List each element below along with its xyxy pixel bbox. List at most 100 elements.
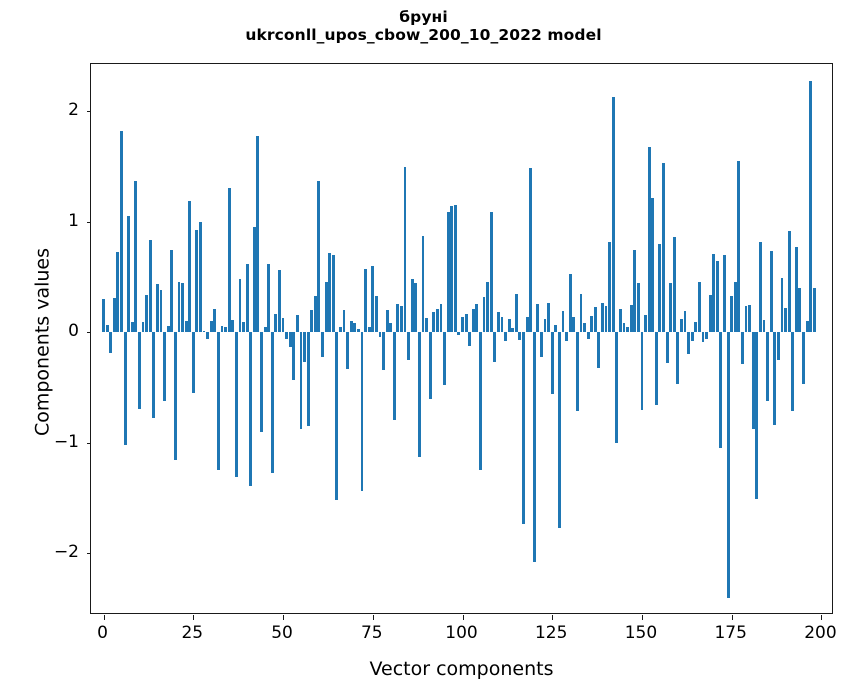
bar bbox=[629, 304, 633, 333]
bar bbox=[303, 332, 306, 363]
bar bbox=[676, 332, 680, 385]
bar bbox=[579, 293, 583, 333]
bar bbox=[482, 296, 486, 333]
bar bbox=[475, 303, 479, 333]
bar bbox=[292, 332, 296, 380]
bar bbox=[206, 332, 210, 339]
bar bbox=[152, 332, 156, 419]
bar bbox=[435, 309, 439, 333]
bar bbox=[726, 332, 730, 599]
bar bbox=[787, 230, 791, 333]
bar bbox=[446, 211, 450, 333]
bar bbox=[425, 317, 429, 333]
bar bbox=[744, 305, 748, 333]
bar bbox=[615, 332, 619, 443]
bar bbox=[611, 97, 615, 333]
bar bbox=[812, 288, 816, 333]
bar bbox=[263, 326, 267, 333]
bar bbox=[776, 332, 780, 360]
bar bbox=[784, 308, 787, 333]
bar bbox=[809, 80, 813, 333]
x-tick-mark bbox=[641, 615, 643, 620]
bar bbox=[493, 332, 497, 363]
bar bbox=[130, 322, 134, 333]
bar bbox=[769, 250, 773, 333]
bar bbox=[328, 252, 332, 333]
bar bbox=[120, 131, 123, 333]
bar bbox=[421, 236, 425, 333]
bar bbox=[371, 266, 375, 333]
bar bbox=[270, 332, 274, 473]
bar bbox=[737, 161, 741, 333]
bar bbox=[310, 310, 314, 333]
bar bbox=[453, 205, 457, 333]
bars-container bbox=[91, 64, 832, 613]
bar bbox=[593, 306, 597, 333]
bar bbox=[163, 332, 166, 401]
x-tick-label: 50 bbox=[271, 623, 293, 643]
bar bbox=[511, 327, 515, 333]
bar bbox=[410, 279, 414, 333]
x-tick-mark bbox=[283, 615, 285, 620]
bar bbox=[572, 316, 576, 333]
bar bbox=[525, 316, 529, 333]
bar bbox=[715, 260, 719, 333]
bar bbox=[382, 332, 385, 370]
bar bbox=[260, 332, 263, 432]
bar bbox=[694, 322, 698, 333]
bar bbox=[496, 312, 500, 333]
bar bbox=[428, 332, 432, 399]
bar bbox=[554, 324, 558, 333]
bar bbox=[712, 253, 716, 333]
bar bbox=[697, 281, 701, 333]
bar bbox=[374, 295, 378, 333]
bar bbox=[378, 332, 382, 337]
bar bbox=[317, 181, 321, 333]
bar bbox=[802, 332, 805, 385]
bar bbox=[199, 221, 202, 333]
bar bbox=[116, 251, 120, 333]
bar bbox=[680, 319, 683, 333]
bar bbox=[324, 281, 328, 333]
bar bbox=[557, 332, 561, 528]
bar bbox=[468, 332, 472, 346]
bar bbox=[672, 237, 676, 333]
bar bbox=[471, 309, 475, 333]
bar bbox=[313, 295, 317, 333]
bar bbox=[561, 311, 565, 333]
bar bbox=[191, 332, 195, 394]
bar bbox=[331, 255, 335, 333]
bar bbox=[306, 332, 310, 427]
bar bbox=[148, 239, 152, 333]
bar bbox=[457, 332, 461, 335]
bar bbox=[209, 321, 213, 333]
bar bbox=[127, 216, 131, 333]
bar bbox=[360, 332, 364, 492]
bar bbox=[773, 332, 777, 426]
bar bbox=[367, 326, 371, 333]
bar bbox=[238, 279, 242, 333]
bar bbox=[181, 282, 184, 333]
x-tick-mark bbox=[552, 615, 554, 620]
bar bbox=[730, 295, 734, 333]
bar bbox=[439, 303, 443, 333]
bar bbox=[658, 243, 662, 333]
bar bbox=[299, 332, 303, 430]
y-tick-mark bbox=[86, 332, 91, 334]
bar bbox=[618, 309, 622, 333]
chart-title-line2: ukrconll_upos_cbow_200_10_2022 model bbox=[245, 26, 602, 45]
y-tick-mark bbox=[86, 221, 91, 223]
x-tick-label: 175 bbox=[714, 623, 747, 643]
bar bbox=[278, 270, 281, 333]
bar bbox=[105, 324, 109, 333]
bar bbox=[550, 332, 554, 395]
bar bbox=[604, 305, 608, 333]
bar bbox=[432, 312, 436, 333]
bar bbox=[504, 332, 507, 342]
bar bbox=[622, 323, 626, 333]
chart-title-line1: бруні bbox=[399, 8, 448, 26]
bar bbox=[245, 263, 249, 333]
bar bbox=[565, 332, 568, 342]
bar bbox=[389, 323, 393, 333]
bar bbox=[794, 247, 798, 333]
